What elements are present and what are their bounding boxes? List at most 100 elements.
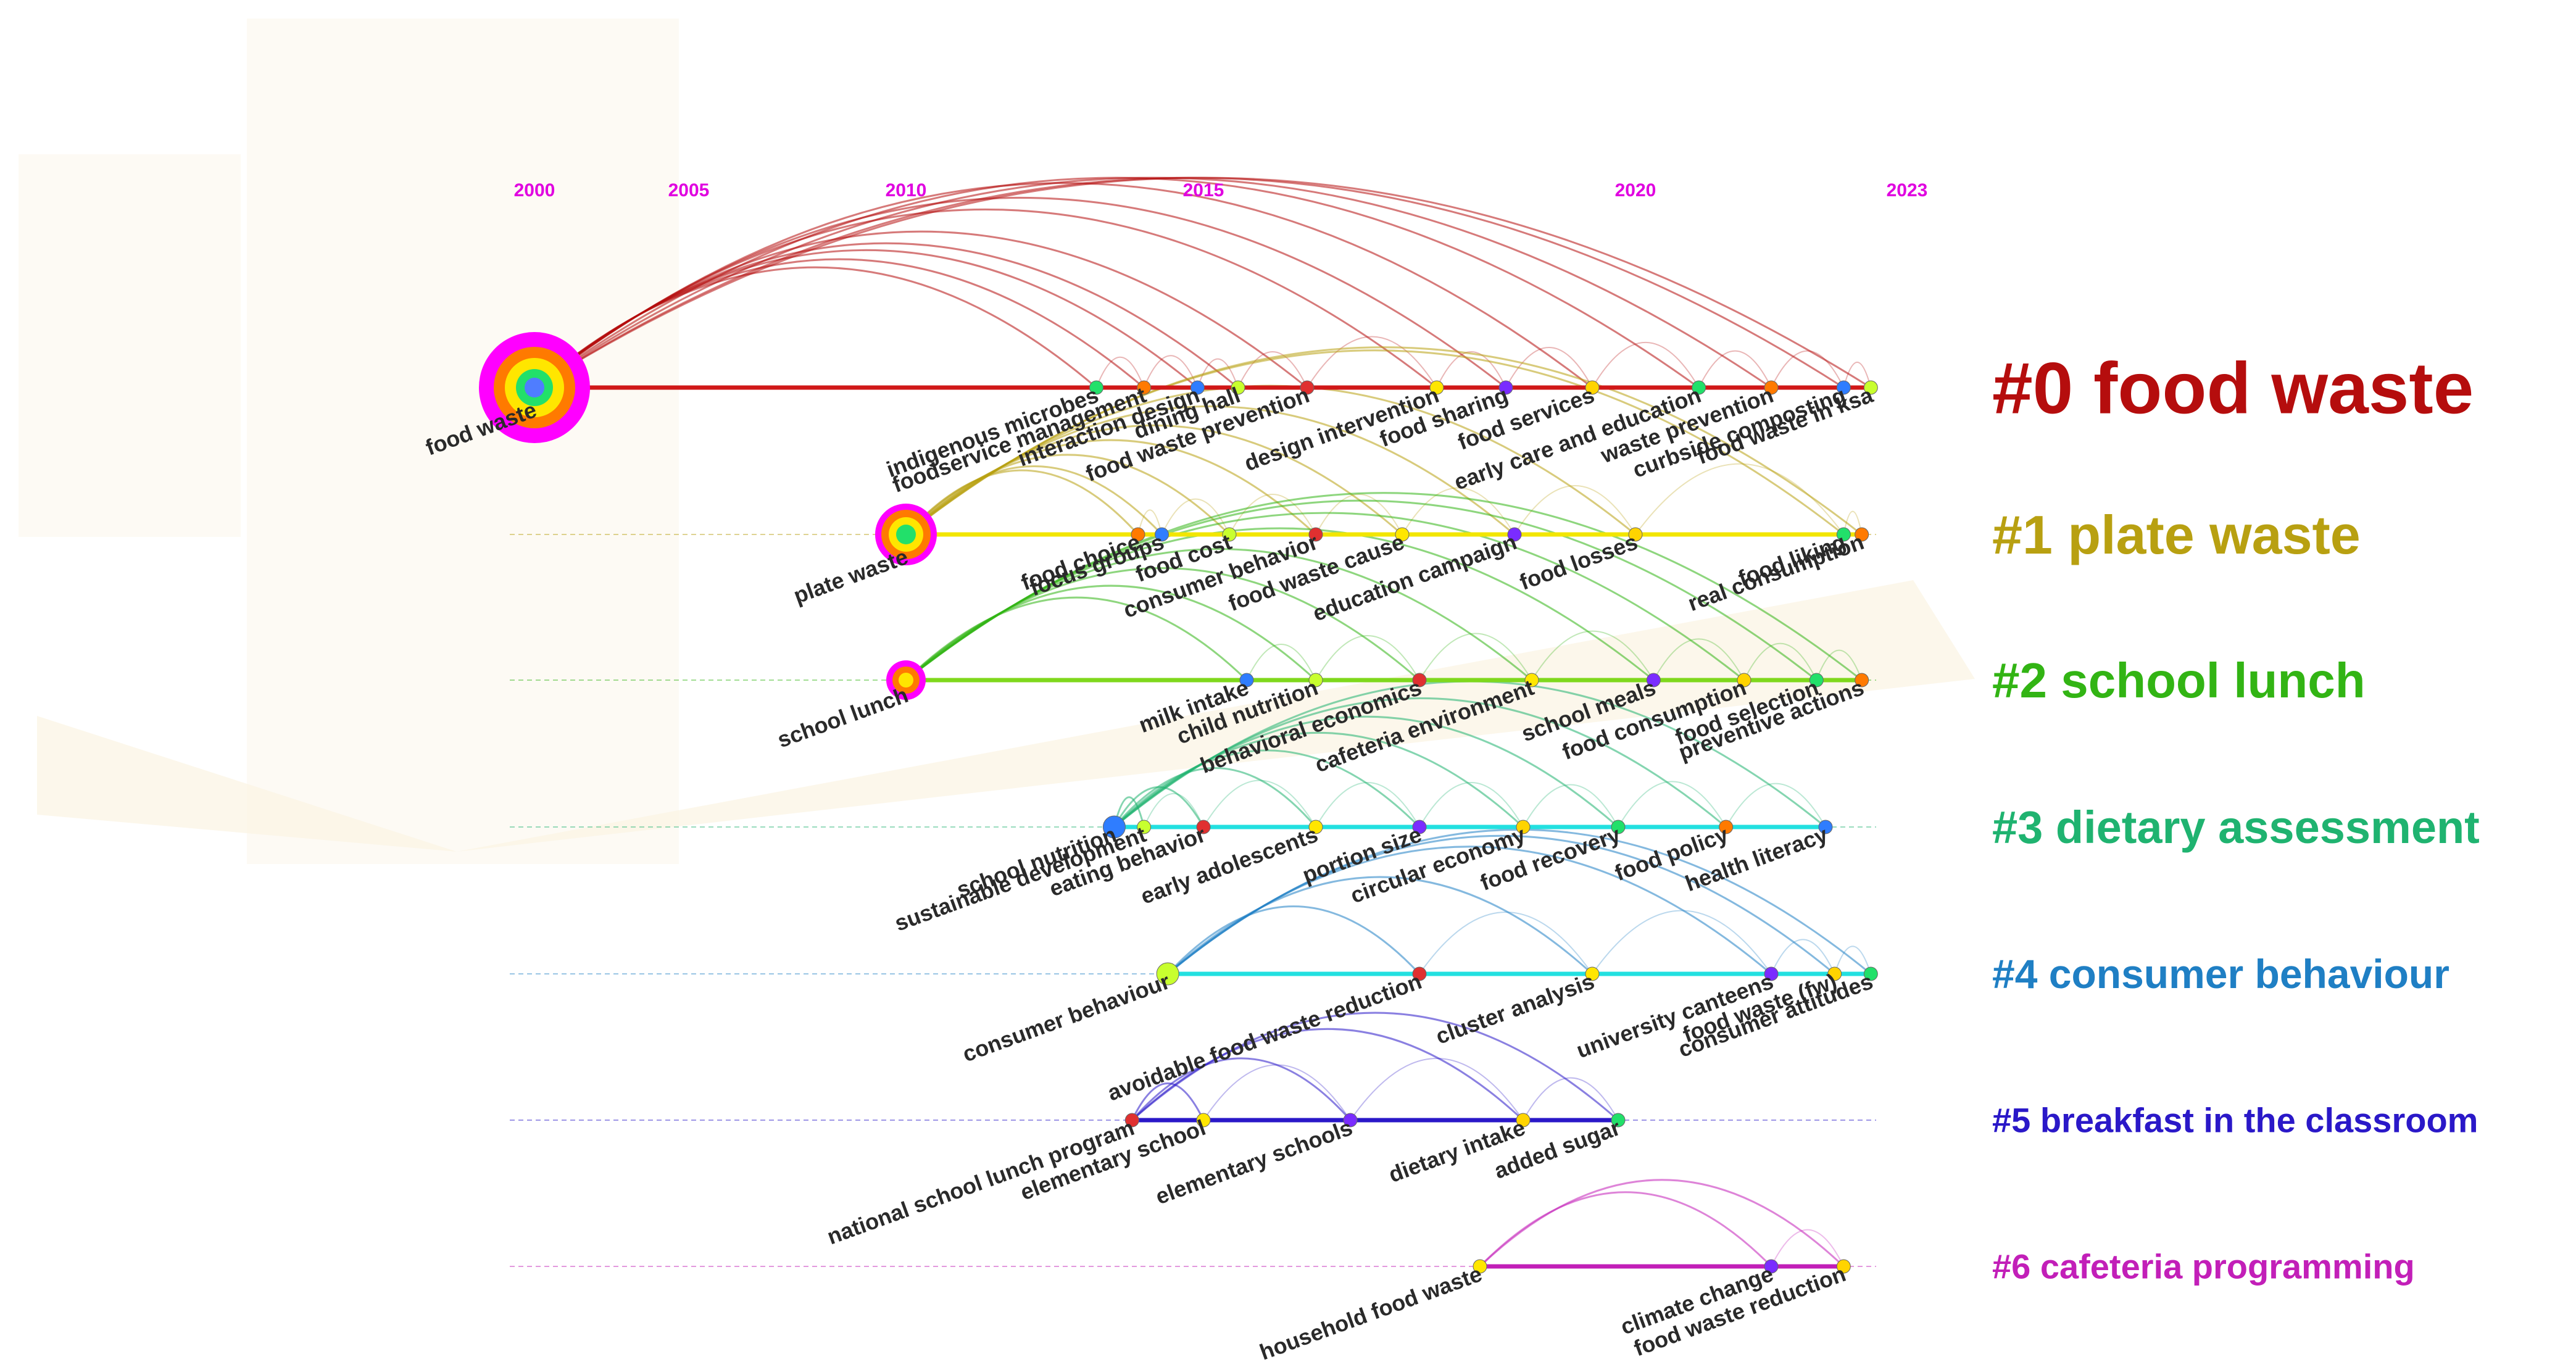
keyword-node <box>1836 380 1851 395</box>
keyword-label: consumer behaviour <box>959 968 1173 1067</box>
cluster-label: #4 consumer behaviour <box>1992 951 2449 997</box>
co-occurrence-arc <box>905 454 1231 536</box>
co-occurrence-arc <box>1743 642 1818 681</box>
co-occurrence-arcs <box>534 177 1872 1268</box>
co-occurrence-arc <box>1113 796 1145 828</box>
co-occurrence-arc <box>1436 351 1506 388</box>
co-occurrence-arc <box>1402 487 1515 535</box>
co-occurrence-arc <box>905 346 1863 536</box>
keyword-node <box>1155 527 1170 542</box>
cluster-label: #5 breakfast in the classroom <box>1992 1101 2478 1140</box>
keyword-node <box>1412 673 1427 688</box>
co-occurrence-arc <box>1698 350 1772 388</box>
co-occurrence-arc <box>534 177 1872 389</box>
keyword-node <box>1473 1259 1487 1274</box>
keyword-node <box>1156 962 1179 986</box>
keyword-node <box>1836 1259 1851 1274</box>
keyword-label: household food waste <box>1257 1261 1485 1365</box>
keyword-node <box>1190 380 1205 395</box>
co-occurrence-arc <box>1143 355 1199 388</box>
cluster-label: #3 dietary assessment <box>1992 802 2480 853</box>
co-occurrence-arc <box>1531 630 1655 681</box>
co-occurrence-arc <box>1161 498 1230 535</box>
co-occurrence-arc <box>1771 939 1835 974</box>
keyword-label: food losses <box>1516 529 1641 595</box>
keyword-node <box>1395 527 1410 542</box>
co-occurrence-arc <box>1592 910 1772 974</box>
co-occurrence-arc <box>1229 494 1316 535</box>
co-occurrence-arc <box>1131 1012 1619 1121</box>
keyword-label: cluster analysis <box>1432 968 1598 1049</box>
keyword-label: school lunch <box>774 682 912 752</box>
year-tick-label: 2000 <box>514 180 555 201</box>
co-occurrence-arc <box>1131 1057 1352 1121</box>
cluster-label: #6 cafeteria programming <box>1992 1247 2415 1286</box>
co-occurrence-arc <box>1203 1064 1351 1121</box>
keyword-node <box>1719 820 1734 834</box>
co-occurrence-arc <box>905 465 1163 536</box>
keyword-node <box>875 504 937 565</box>
keyword-node <box>1308 820 1323 834</box>
co-occurrence-arc <box>1771 1229 1845 1267</box>
co-occurrence-arc <box>1143 792 1204 828</box>
co-occurrence-arc <box>1514 485 1636 535</box>
co-occurrence-arc <box>1505 347 1593 388</box>
year-tick-label: 2020 <box>1615 180 1656 201</box>
co-occurrence-arc <box>1113 767 1317 828</box>
keyword-node <box>1412 966 1427 981</box>
keyword-node <box>1646 673 1661 688</box>
keyword-node <box>1089 380 1103 395</box>
keyword-label: education campaign <box>1310 529 1520 626</box>
keyword-node <box>886 660 926 700</box>
keyword-node <box>479 332 590 443</box>
co-occurrence-arc <box>1167 905 1421 975</box>
keyword-node <box>1308 527 1323 542</box>
keyword-node <box>1628 527 1643 542</box>
co-occurrence-arc <box>534 182 1593 389</box>
keyword-node <box>1585 380 1600 395</box>
co-occurrence-arc <box>1725 783 1826 828</box>
co-occurrence-arc <box>1167 876 1593 975</box>
keyword-node <box>1102 815 1126 839</box>
keyword-node <box>1855 527 1869 542</box>
co-occurrence-arc <box>905 492 1863 681</box>
keyword-node <box>1300 380 1315 395</box>
keyword-node <box>1611 820 1626 834</box>
keyword-node <box>1343 1113 1358 1128</box>
co-occurrence-arc <box>1479 1179 1845 1268</box>
co-occurrence-arc <box>1131 1082 1205 1121</box>
keyword-node <box>1131 527 1145 542</box>
co-occurrence-arc <box>1635 463 1845 535</box>
keyword-node <box>1524 673 1539 688</box>
keyword-node <box>1863 380 1878 395</box>
co-occurrence-arc <box>1523 784 1619 828</box>
cluster-label: #1 plate waste <box>1992 504 2361 565</box>
co-occurrence-arc <box>1237 351 1308 388</box>
cluster-labels: #0 food waste #1 plate waste #2 school lun… <box>1992 347 2480 1286</box>
keyword-node <box>1516 820 1531 834</box>
co-occurrence-arc <box>1315 635 1420 681</box>
keyword-node <box>1231 380 1245 395</box>
co-occurrence-arc <box>1834 945 1872 974</box>
keyword-label: plate waste <box>790 544 911 609</box>
keyword-node <box>1124 1113 1139 1128</box>
co-occurrence-arc <box>1523 1077 1619 1121</box>
background-wash <box>19 19 1975 864</box>
co-occurrence-arc <box>1246 644 1316 681</box>
year-axis: 2000 2005 2010 2015 2020 2023 <box>514 180 1928 201</box>
cluster-label: #2 school lunch <box>1992 653 2366 708</box>
co-occurrence-arc <box>1137 509 1163 535</box>
co-occurrence-arc <box>1843 362 1872 388</box>
year-tick-label: 2015 <box>1183 180 1224 201</box>
keyword-node <box>1836 527 1851 542</box>
co-occurrence-arc <box>1479 1191 1772 1268</box>
keyword-node <box>1429 380 1444 395</box>
keyword-node <box>1863 966 1878 981</box>
co-occurrence-arc <box>1843 510 1863 535</box>
co-occurrence-arc <box>1419 782 1524 828</box>
keyword-node <box>1764 966 1779 981</box>
keyword-node <box>1507 527 1522 542</box>
co-occurrence-arc <box>1307 336 1437 388</box>
keyword-node <box>1498 380 1513 395</box>
keyword-node <box>1585 966 1600 981</box>
